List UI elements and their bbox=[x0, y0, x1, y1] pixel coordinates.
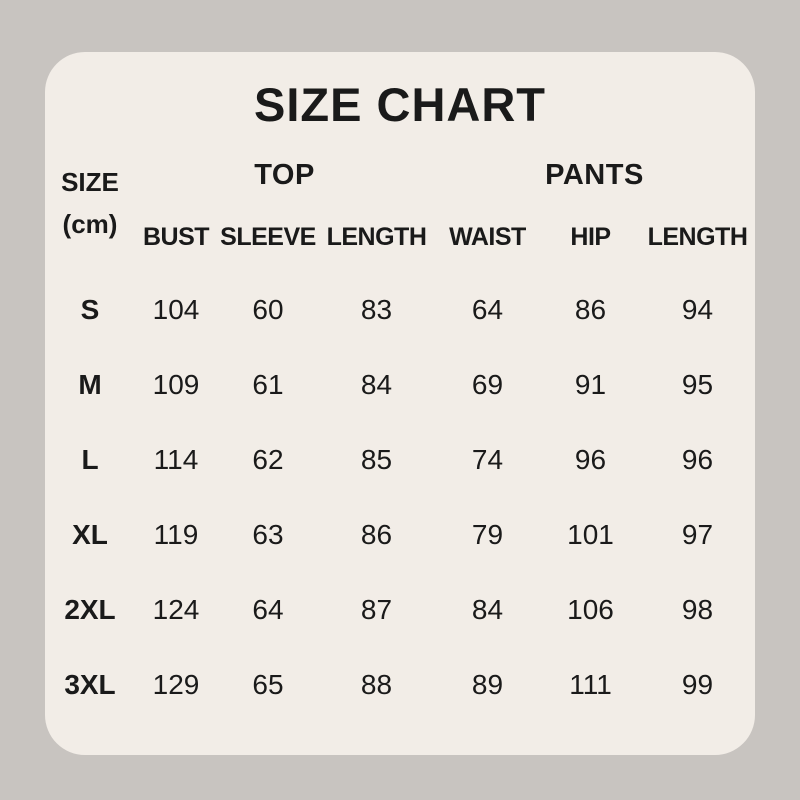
size-chart-card: SIZE CHART SIZE (cm) TOP PANTS BUST SLEE… bbox=[45, 52, 755, 755]
column-header-sleeve: SLEEVE bbox=[220, 222, 316, 251]
table-cell: 87 bbox=[360, 593, 393, 625]
table-cell: 101 bbox=[567, 518, 614, 550]
table-cell: 86 bbox=[574, 293, 607, 325]
table-cell: 69 bbox=[471, 368, 504, 400]
table-cell: 64 bbox=[252, 593, 284, 625]
table-cell: 62 bbox=[252, 443, 284, 475]
row-size-label: XL bbox=[72, 518, 108, 550]
table-cell: 97 bbox=[681, 518, 714, 550]
table-cell: 84 bbox=[360, 368, 393, 400]
row-size-label: 2XL bbox=[64, 593, 116, 625]
table-cell: 124 bbox=[152, 593, 200, 625]
table-cell: 79 bbox=[471, 518, 504, 550]
table-cell: 111 bbox=[569, 668, 612, 700]
table-cell: 89 bbox=[471, 668, 504, 700]
table-cell: 64 bbox=[471, 293, 504, 325]
table-cell: 88 bbox=[360, 668, 393, 700]
column-header-top-length: LENGTH bbox=[326, 222, 427, 251]
table-cell: 129 bbox=[152, 668, 200, 700]
table-cell: 83 bbox=[360, 293, 393, 325]
size-unit-header: SIZE (cm) bbox=[45, 148, 135, 272]
size-table: SIZE (cm) TOP PANTS BUST SLEEVE LENGTH W… bbox=[45, 148, 755, 722]
table-cell: 85 bbox=[360, 443, 393, 475]
row-size-label: L bbox=[81, 443, 99, 475]
size-header-label: SIZE bbox=[61, 167, 119, 197]
table-cell: 98 bbox=[681, 593, 714, 625]
size-header-unit: (cm) bbox=[62, 209, 118, 239]
table-cell: 65 bbox=[252, 668, 284, 700]
table-cell: 104 bbox=[152, 293, 200, 325]
table-cell: 109 bbox=[152, 368, 200, 400]
table-cell: 96 bbox=[681, 443, 714, 475]
table-cell: 94 bbox=[681, 293, 714, 325]
table-cell: 106 bbox=[567, 593, 614, 625]
column-header-waist: WAIST bbox=[449, 222, 526, 251]
page-title: SIZE CHART bbox=[254, 78, 546, 131]
table-cell: 95 bbox=[681, 368, 714, 400]
table-cell: 74 bbox=[471, 443, 504, 475]
table-cell: 99 bbox=[681, 668, 714, 700]
column-header-bust: BUST bbox=[142, 222, 210, 251]
table-cell: 86 bbox=[360, 518, 393, 550]
row-size-label: M bbox=[78, 368, 102, 400]
column-header-pants-length: LENGTH bbox=[647, 222, 748, 251]
table-cell: 96 bbox=[574, 443, 607, 475]
table-cell: 91 bbox=[574, 368, 607, 400]
group-header-top: TOP bbox=[254, 158, 315, 191]
table-cell: 61 bbox=[252, 368, 284, 400]
table-cell: 63 bbox=[252, 518, 284, 550]
table-cell: 84 bbox=[471, 593, 504, 625]
row-size-label: S bbox=[80, 293, 100, 325]
row-size-label: 3XL bbox=[64, 668, 116, 700]
group-header-pants: PANTS bbox=[545, 158, 644, 191]
column-header-hip: HIP bbox=[570, 222, 611, 251]
table-cell: 114 bbox=[153, 443, 199, 475]
table-cell: 60 bbox=[252, 293, 284, 325]
table-cell: 119 bbox=[153, 518, 199, 550]
